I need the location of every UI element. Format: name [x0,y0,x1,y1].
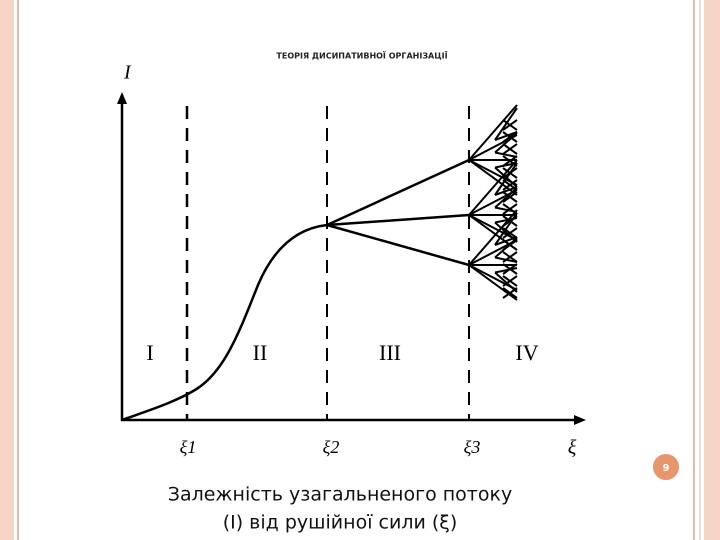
branch [326,158,470,227]
diagram [117,92,586,425]
y-axis-arrow [117,92,127,104]
cascade-line [502,155,518,167]
cascade-line [502,143,518,155]
cascade-line [502,263,518,275]
page-number: 9 [663,463,670,474]
left-border [0,0,14,540]
cascade-line [494,132,518,154]
cascade-line [502,191,518,203]
marker-label: ξ2 [323,437,340,457]
region-label: II [253,340,268,365]
cascade-line [494,267,518,274]
cascade-line [494,271,518,293]
cascade-line [494,131,518,141]
cascade-line [502,239,518,251]
cascade-line [468,104,518,161]
cascade-line [494,151,518,158]
curve [121,223,328,422]
right-border [704,0,720,540]
x-axis-arrow [574,415,586,425]
cascade-line [502,215,518,227]
y-axis-label: I [123,62,132,84]
slide-title: ТЕОРІЯ ДИСИПАТИВНОЇ ОРГАНІЗАЦІЇ [276,51,447,61]
caption-line: (I) від рушійної сили (ξ) [223,512,458,534]
cascade-line [502,275,518,287]
branch [326,213,470,227]
cascade-line [502,287,518,299]
x-axis-label: ξ [568,437,577,459]
marker-label: ξ3 [464,437,481,457]
marker-label: ξ1 [180,437,197,457]
page-badge [651,452,681,482]
caption-line: Залежність узагальненого потоку [168,484,512,506]
cascade-line [502,119,518,131]
cascade-line [502,251,518,263]
branch [326,223,470,267]
cascade [468,104,518,301]
region-label: I [146,340,153,365]
cascade-line [494,187,518,209]
region-label: IV [515,340,538,365]
cascade-line [502,131,518,143]
cascade-line [468,159,518,216]
cascade-line [502,203,518,215]
cascade-line [502,179,518,191]
cascade-line [502,167,518,179]
cascade-line [494,162,518,196]
cascade-line [502,227,518,239]
cascade-line [494,107,518,141]
region-label: III [379,340,401,365]
